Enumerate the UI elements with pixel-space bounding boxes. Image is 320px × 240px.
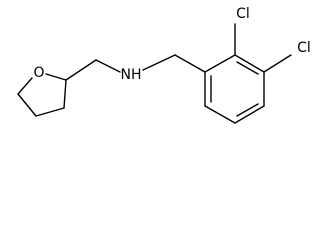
atom-label: NH <box>121 67 142 83</box>
bond <box>45 73 67 81</box>
bond <box>65 59 97 81</box>
double-bond <box>236 103 259 117</box>
bond <box>63 79 67 109</box>
bond <box>35 107 65 117</box>
atom-label: O <box>33 65 44 81</box>
atom-label: Cl <box>297 40 311 56</box>
page: O NH Cl Cl (() => { const data = JSON.pa… <box>17 6 311 124</box>
bond <box>204 54 236 73</box>
molecule-diagram: O NH Cl Cl <box>17 6 311 124</box>
double-bond <box>236 61 259 75</box>
bond <box>142 54 176 71</box>
bond <box>204 105 236 124</box>
bond <box>234 105 265 124</box>
bond <box>17 77 33 95</box>
bond <box>263 54 292 73</box>
bond <box>234 54 265 73</box>
bond <box>174 54 206 73</box>
atom-label: Cl <box>236 6 250 22</box>
bonds <box>17 23 292 124</box>
bond <box>95 59 121 73</box>
bond <box>17 93 37 117</box>
